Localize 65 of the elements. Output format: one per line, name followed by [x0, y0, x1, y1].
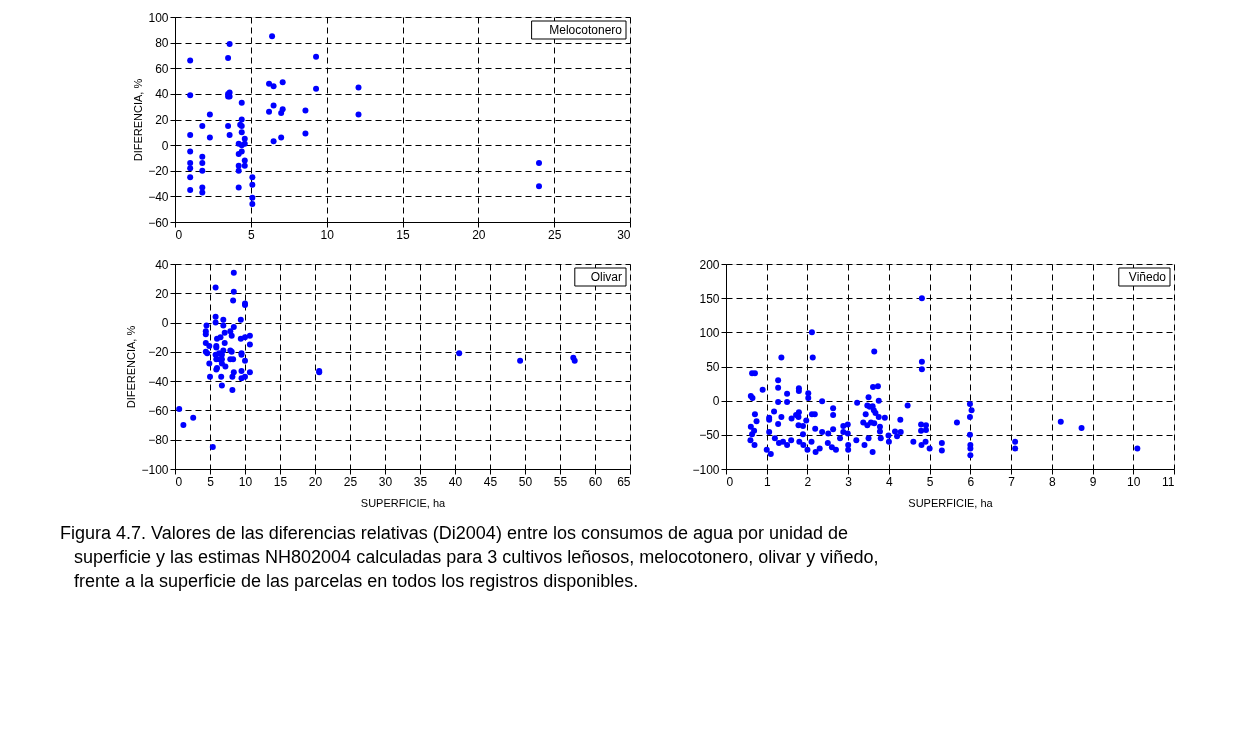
- x-tick-label: 50: [518, 474, 533, 489]
- y-tick-label: −50: [699, 428, 720, 443]
- x-tick-label: 4: [886, 474, 894, 489]
- y-axis-title: DIFERENCIA, %: [125, 325, 138, 409]
- y-tick-label: −80: [148, 433, 169, 448]
- annotation: Viñedo: [1128, 270, 1167, 284]
- x-tick-label: 40: [448, 474, 463, 489]
- x-tick-label: 20: [308, 474, 323, 489]
- x-tick-label: 8: [1048, 474, 1056, 489]
- x-tick-label: 65: [617, 474, 631, 489]
- x-tick-label: 10: [320, 227, 335, 242]
- x-tick-label: 15: [396, 227, 410, 242]
- y-tick-label: 0: [712, 394, 720, 409]
- y-tick-label: −60: [148, 403, 169, 418]
- y-tick-label: −100: [141, 462, 169, 477]
- x-axis-title: SUPERFICIE, ha: [360, 496, 447, 509]
- y-tick-label: 20: [155, 113, 169, 127]
- y-tick-label: −100: [692, 462, 720, 477]
- y-tick-label: 0: [161, 138, 169, 153]
- x-tick-label: 0: [175, 474, 183, 489]
- y-tick-label: 40: [155, 87, 169, 102]
- x-tick-label: 30: [617, 227, 631, 242]
- y-tick-label: 200: [699, 257, 720, 272]
- y-axis-title: DIFERENCIA, %: [132, 78, 145, 162]
- x-tick-label: 25: [547, 227, 562, 242]
- y-tick-label: −20: [148, 345, 169, 360]
- y-tick-label: 0: [161, 316, 169, 331]
- y-tick-label: 150: [699, 291, 720, 306]
- x-tick-label: 60: [588, 474, 603, 489]
- x-tick-label: 2: [804, 474, 812, 489]
- x-tick-label: 1: [763, 474, 771, 489]
- y-tick-label: −40: [148, 189, 169, 204]
- x-tick-label: 5: [207, 474, 215, 489]
- x-tick-label: 11: [1162, 474, 1175, 489]
- x-tick-label: 20: [472, 227, 486, 242]
- x-tick-label: 7: [1008, 474, 1016, 489]
- y-tick-label: 80: [155, 36, 169, 51]
- annotation: Melocotonero: [549, 23, 623, 37]
- x-tick-label: 35: [413, 474, 428, 489]
- x-tick-label: 6: [967, 474, 975, 489]
- x-tick-label: 0: [175, 227, 183, 242]
- x-tick-label: 25: [343, 474, 358, 489]
- y-tick-label: 40: [155, 257, 169, 272]
- x-tick-label: 0: [726, 474, 734, 489]
- text: Figura 4.7. Valores de las diferencias relativas (Di2004) entre los consumos de agua por unidad de superficie y las estimas NH802004 calculadas para 3 cultivos leñosos, melocotonero, olivar y viñedo, frente a la superficie de las parcelas en todos los registros disponibles.: [60, 523, 879, 591]
- x-tick-label: 30: [378, 474, 393, 489]
- y-tick-label: −40: [148, 374, 169, 389]
- x-axis-title: SUPERFICIE, ha: [908, 496, 994, 509]
- y-tick-label: 100: [148, 10, 169, 25]
- y-tick-label: −20: [148, 164, 169, 179]
- y-tick-label: 50: [706, 360, 720, 374]
- x-tick-label: 5: [247, 227, 255, 242]
- y-tick-label: 100: [699, 325, 720, 340]
- y-tick-label: 20: [155, 286, 169, 301]
- x-tick-label: 5: [926, 474, 934, 489]
- x-tick-label: 55: [553, 474, 568, 489]
- x-tick-label: 3: [845, 474, 853, 489]
- x-tick-label: 9: [1089, 474, 1097, 489]
- y-tick-label: −60: [148, 215, 169, 230]
- x-tick-label: 45: [483, 474, 498, 489]
- x-tick-label: 10: [238, 474, 253, 489]
- x-tick-label: 10: [1127, 474, 1141, 489]
- annotation: Olivar: [590, 270, 622, 284]
- y-tick-label: 60: [155, 61, 169, 76]
- x-tick-label: 15: [273, 474, 288, 489]
